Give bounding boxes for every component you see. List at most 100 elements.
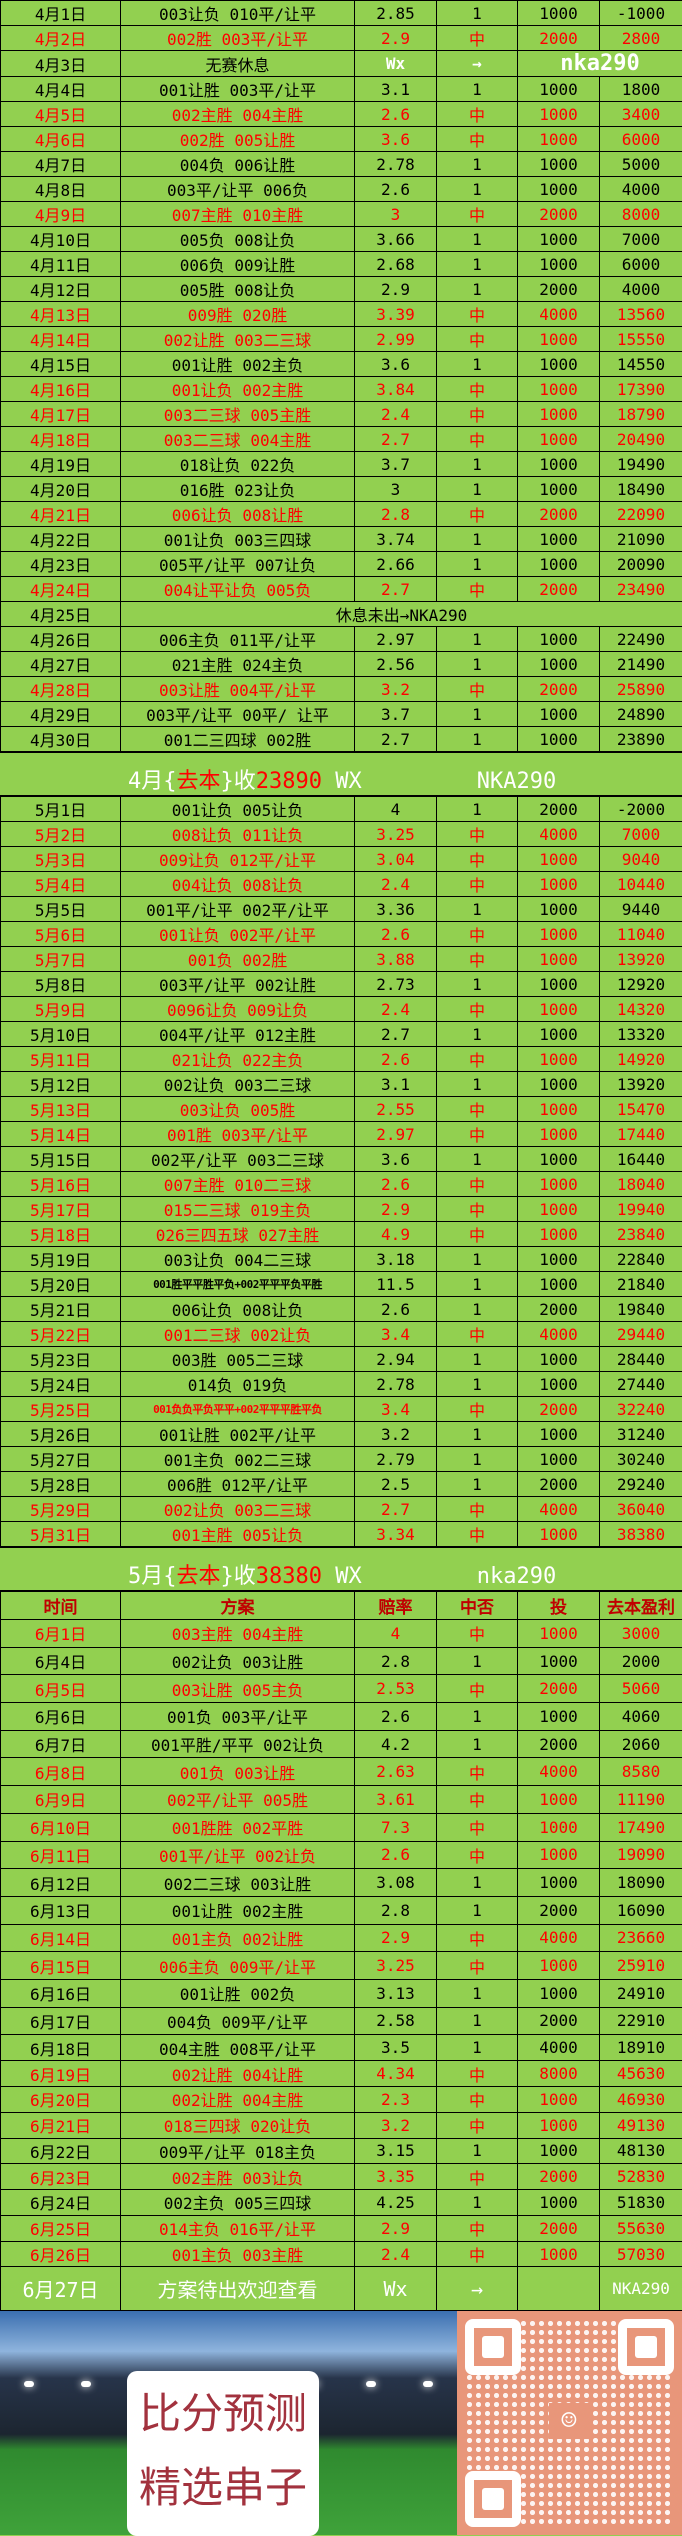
qr-code[interactable]: ☺ <box>457 2311 682 2535</box>
cell-date: 5月11日 <box>1 1047 121 1072</box>
cell-date: 4月28日 <box>1 677 121 702</box>
cell-result: 1 <box>437 77 518 102</box>
cell-result: 1 <box>437 1022 518 1047</box>
summary-mid: }收 <box>221 1564 256 1589</box>
cell-result: 1 <box>437 1447 518 1472</box>
cell-profit: 5000 <box>600 152 682 177</box>
cell-stake: 1000 <box>518 2112 600 2138</box>
cell-plan: 021主胜 024主负 <box>121 652 355 677</box>
cell-stake: 2000 <box>518 1297 600 1322</box>
cell-plan: 004平/让平 012主胜 <box>121 1022 355 1047</box>
cell-profit: 12920 <box>600 972 682 997</box>
cell-result: 1 <box>437 1072 518 1097</box>
cell-odds: 3.25 <box>355 1952 437 1980</box>
cell-result: 中 <box>437 502 518 527</box>
cell-result: 1 <box>437 352 518 377</box>
cell-plan: 003主胜 004主胜 <box>121 1620 355 1648</box>
cell-stake: 1000 <box>518 652 600 677</box>
cell-date: 6月19日 <box>1 2061 121 2087</box>
cell-odds: 2.6 <box>355 102 437 127</box>
cell-plan: 001让胜 003平/让平 <box>121 77 355 102</box>
cell-odds: 3.1 <box>355 1072 437 1097</box>
cell-plan: 021让负 022主负 <box>121 1047 355 1072</box>
cell-result: 1 <box>437 797 518 822</box>
cell-stake: 1000 <box>518 127 600 152</box>
promo-banner: 比分预测 精选串子 ☺ <box>0 2311 682 2535</box>
cell-date: 4月1日 <box>1 1 121 26</box>
cell-date: 6月26日 <box>1 2241 121 2267</box>
cell-odds: 2.94 <box>355 1347 437 1372</box>
cell-result: 中 <box>437 2061 518 2087</box>
cell-result: 中 <box>437 327 518 352</box>
cell-profit: 20490 <box>600 427 682 452</box>
cell-profit: 10440 <box>600 872 682 897</box>
cell-profit: 2800 <box>600 26 682 51</box>
cell-result: 中 <box>437 1786 518 1814</box>
pending-id: NKA290 <box>600 2267 682 2311</box>
cell-profit: 21090 <box>600 527 682 552</box>
cell-plan: 003二三球 004主胜 <box>121 427 355 452</box>
cell-plan: 003平/让平 002让胜 <box>121 972 355 997</box>
cell-stake: 1000 <box>518 727 600 752</box>
cell-plan: 001主胜 005让负 <box>121 1522 355 1547</box>
cell-profit: 30240 <box>600 1447 682 1472</box>
cell-plan: 003让负 005胜 <box>121 1097 355 1122</box>
cell-profit: 17490 <box>600 1813 682 1841</box>
cell-profit: 3000 <box>600 1620 682 1648</box>
stadium-image: 比分预测 精选串子 <box>0 2311 457 2535</box>
cell-profit: 23490 <box>600 577 682 602</box>
cell-odds: 2.97 <box>355 1122 437 1147</box>
cell-profit: 25910 <box>600 1952 682 1980</box>
cell-odds: 3.7 <box>355 702 437 727</box>
cell-odds: 2.8 <box>355 502 437 527</box>
cell-result: 中 <box>437 1122 518 1147</box>
cell-date: 6月18日 <box>1 2035 121 2061</box>
cell-date: 5月1日 <box>1 797 121 822</box>
cell-date: 5月24日 <box>1 1372 121 1397</box>
cell-date: 6月16日 <box>1 1979 121 2007</box>
summary-id: nka290 <box>477 1564 556 1589</box>
cell-date: 6月9日 <box>1 1786 121 1814</box>
cell-stake: 1000 <box>518 1272 600 1297</box>
cell-profit: 52830 <box>600 2164 682 2190</box>
cell-plan: 003平/让平 00平/ 让平 <box>121 702 355 727</box>
cell-odds: 3.34 <box>355 1522 437 1547</box>
cell-result: 中 <box>437 1758 518 1786</box>
cell-stake: 1000 <box>518 2138 600 2164</box>
cell-result: 1 <box>437 1422 518 1447</box>
cell-plan: 006主负 011平/让平 <box>121 627 355 652</box>
cell-result: 中 <box>437 102 518 127</box>
cell-result: 中 <box>437 427 518 452</box>
table-header: 时间 方案 赔率 中否 投 去本盈利 <box>1 1592 682 1620</box>
cell-odds: 3.84 <box>355 377 437 402</box>
arrow-icon: → <box>437 2267 518 2311</box>
cell-result: 中 <box>437 922 518 947</box>
cell-plan: 003胜 005二三球 <box>121 1347 355 1372</box>
cell-date: 6月17日 <box>1 2007 121 2035</box>
cell-profit: 18040 <box>600 1172 682 1197</box>
cell-plan: 003平/让平 006负 <box>121 177 355 202</box>
cell-odds: 2.63 <box>355 1758 437 1786</box>
cell-odds: 2.7 <box>355 427 437 452</box>
cell-plan: 006让负 008让胜 <box>121 502 355 527</box>
cell-result: 1 <box>437 1147 518 1172</box>
cell-odds: 3.2 <box>355 677 437 702</box>
cell-stake: 1000 <box>518 1422 600 1447</box>
cell-plan: 002平/让平 005胜 <box>121 1786 355 1814</box>
cell-stake: 1000 <box>518 847 600 872</box>
cell-profit: 19940 <box>600 1197 682 1222</box>
cell-plan: 005平/让平 007让负 <box>121 552 355 577</box>
